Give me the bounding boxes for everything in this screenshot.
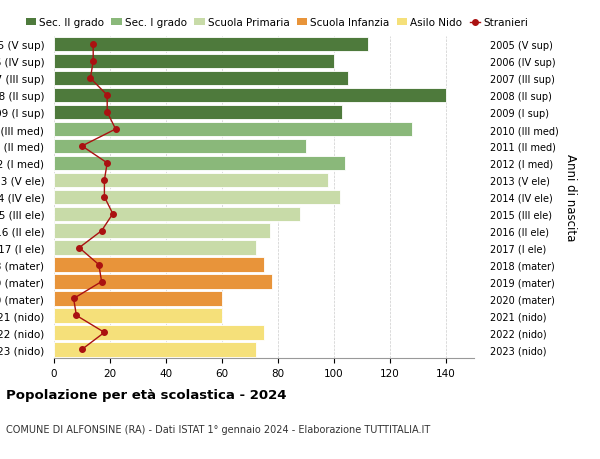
Y-axis label: Anni di nascita: Anni di nascita bbox=[563, 154, 577, 241]
Bar bbox=[54, 173, 328, 188]
Bar bbox=[54, 89, 446, 103]
Bar bbox=[54, 342, 256, 357]
Bar bbox=[54, 241, 256, 255]
Bar bbox=[54, 123, 412, 137]
Text: COMUNE DI ALFONSINE (RA) - Dati ISTAT 1° gennaio 2024 - Elaborazione TUTTITALIA.: COMUNE DI ALFONSINE (RA) - Dati ISTAT 1°… bbox=[6, 425, 430, 435]
Bar bbox=[54, 224, 269, 238]
Text: Popolazione per età scolastica - 2024: Popolazione per età scolastica - 2024 bbox=[6, 388, 287, 401]
Bar bbox=[54, 207, 301, 222]
Bar bbox=[54, 190, 340, 205]
Bar bbox=[54, 291, 222, 306]
Bar bbox=[54, 325, 264, 340]
Bar bbox=[54, 55, 334, 69]
Bar bbox=[54, 258, 264, 272]
Bar bbox=[54, 140, 306, 154]
Bar bbox=[54, 157, 345, 171]
Bar bbox=[54, 106, 343, 120]
Bar bbox=[54, 38, 368, 52]
Bar bbox=[54, 275, 272, 289]
Legend: Sec. II grado, Sec. I grado, Scuola Primaria, Scuola Infanzia, Asilo Nido, Stran: Sec. II grado, Sec. I grado, Scuola Prim… bbox=[26, 18, 528, 28]
Bar bbox=[54, 72, 348, 86]
Bar bbox=[54, 308, 222, 323]
